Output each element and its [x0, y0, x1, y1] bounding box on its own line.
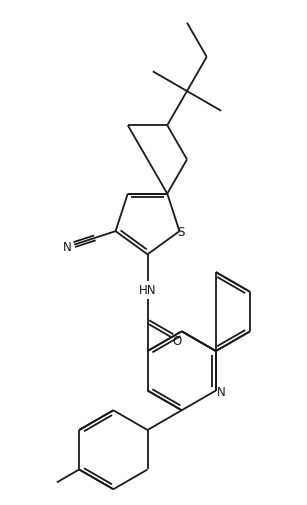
Text: HN: HN: [139, 284, 156, 297]
Text: S: S: [178, 225, 185, 238]
Text: N: N: [63, 241, 72, 254]
Text: N: N: [217, 385, 225, 398]
Text: O: O: [173, 334, 182, 347]
